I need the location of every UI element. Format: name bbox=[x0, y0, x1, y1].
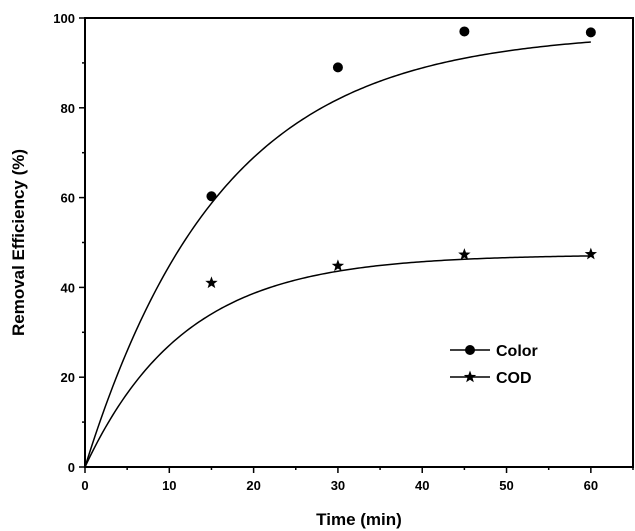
data-point-cod bbox=[205, 276, 218, 289]
plot-frame bbox=[84, 17, 634, 468]
data-point-color bbox=[585, 27, 596, 38]
x-tick-label: 30 bbox=[331, 478, 345, 493]
fit-curve-cod bbox=[84, 255, 591, 468]
legend-label-cod: COD bbox=[496, 370, 532, 387]
legend-marker-color bbox=[465, 345, 475, 355]
data-point-color bbox=[332, 62, 343, 73]
legend-label-color: Color bbox=[496, 343, 538, 360]
y-tick-label: 60 bbox=[61, 191, 75, 206]
x-tick-label: 50 bbox=[499, 478, 513, 493]
x-tick-label: 0 bbox=[81, 478, 88, 493]
data-point-cod bbox=[458, 248, 471, 260]
y-axis: 0 20 40 60 80 100 bbox=[53, 11, 85, 475]
x-tick-label: 60 bbox=[584, 478, 598, 493]
y-tick-label: 100 bbox=[53, 11, 75, 26]
data-point-cod bbox=[331, 259, 345, 272]
fit-curves bbox=[84, 41, 591, 468]
plot-area bbox=[84, 17, 634, 468]
data-point-color bbox=[459, 26, 470, 37]
data-point-cod bbox=[584, 247, 598, 260]
y-tick-label: 40 bbox=[61, 280, 75, 295]
data-points bbox=[205, 26, 598, 289]
y-tick-label: 20 bbox=[61, 370, 75, 385]
x-tick-label: 20 bbox=[246, 478, 260, 493]
data-point-color bbox=[206, 191, 217, 202]
x-tick-label: 40 bbox=[415, 478, 429, 493]
x-axis: 0 10 20 30 40 50 60 bbox=[81, 467, 634, 493]
x-tick-label: 10 bbox=[162, 478, 176, 493]
fit-curve-color bbox=[84, 41, 591, 468]
y-tick-label: 0 bbox=[68, 460, 75, 475]
y-tick-label: 80 bbox=[61, 101, 75, 116]
legend: Color COD bbox=[450, 343, 538, 387]
x-axis-title: Time (min) bbox=[316, 510, 402, 529]
legend-marker-cod bbox=[463, 370, 477, 383]
y-axis-title: Removal Efficiency (%) bbox=[9, 149, 28, 336]
